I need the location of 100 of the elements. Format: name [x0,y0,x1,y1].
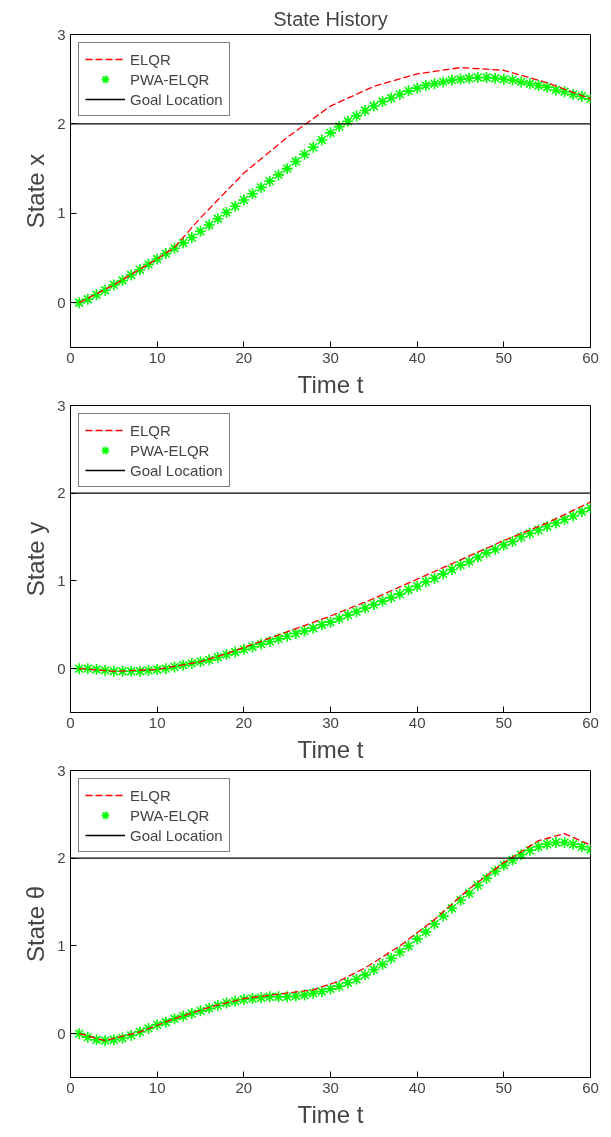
point [150,663,164,676]
point [315,133,329,147]
point [202,1001,216,1015]
point [289,155,303,168]
legend-label: Goal Location [130,461,223,479]
point [272,990,285,1004]
x-tick-label: 30 [322,348,339,366]
point [185,1007,199,1020]
point [81,662,95,675]
point [133,263,147,276]
point [428,77,441,90]
point [280,629,294,643]
point [168,1012,181,1026]
y-tick-label: 2 [57,849,66,867]
point [497,538,511,552]
point [532,840,545,854]
x-tick-label: 50 [495,348,513,366]
x-axis-title: Time t [297,735,364,763]
point [523,527,537,540]
point [506,73,519,87]
legend-label: Goal Location [130,826,223,844]
point [488,72,502,85]
point [497,858,511,872]
point [523,844,537,857]
point [419,79,433,92]
point [393,945,407,959]
point [575,840,589,854]
point [280,990,294,1004]
point [532,523,545,537]
point [237,643,251,656]
x-tick-label: 40 [408,348,426,366]
point [462,555,476,568]
point [289,989,303,1003]
point [540,520,554,533]
point [98,283,112,297]
point [436,567,450,581]
point [263,635,277,648]
point [254,637,268,651]
point [133,664,147,678]
point [575,505,589,518]
point [445,73,459,87]
point [462,887,476,900]
x-tick-label: 50 [495,1078,513,1096]
point [315,618,329,632]
point [72,296,86,310]
point [211,999,225,1012]
point [549,83,563,97]
point [384,591,398,604]
point [332,612,346,625]
point [367,598,381,611]
point [376,95,389,108]
legend-label: ELQR [130,50,171,68]
point [176,1009,190,1023]
point [540,837,554,851]
point [72,1027,86,1040]
x-tick-label: 10 [148,348,166,366]
x-tick-label: 30 [322,1078,339,1096]
point [410,932,424,946]
point [116,1031,129,1045]
point [298,988,311,1002]
x-tick-label: 20 [235,713,253,731]
point [306,140,320,154]
point [454,894,467,907]
x-tick-label: 40 [408,713,426,731]
point [376,594,389,608]
point [124,1029,138,1042]
point [358,601,372,615]
point [194,655,207,668]
legend-label: ELQR [130,786,171,804]
point [237,993,251,1006]
line-series [78,66,592,304]
point [159,1015,173,1029]
point [176,236,190,250]
point [367,99,381,113]
point [462,72,476,85]
point [558,85,571,99]
y-tick-label: 3 [57,396,66,414]
point [341,976,355,990]
x-tick-label: 60 [582,1078,599,1096]
point [436,909,450,923]
x-tick-label: 50 [495,713,513,731]
point [237,193,251,207]
point [124,664,138,678]
point [410,81,424,95]
point [324,982,337,996]
point [402,84,415,98]
point [497,72,511,86]
point [298,148,311,161]
point [150,1018,164,1032]
x-tick-label: 10 [148,713,166,731]
point [228,199,242,213]
point [142,1022,155,1035]
point [419,925,433,939]
legend-label: PWA-ELQR [130,70,210,88]
x-tick-label: 40 [408,1078,426,1096]
point [81,1030,95,1044]
x-tick-label: 60 [582,348,599,366]
point [402,583,415,596]
point [272,168,285,182]
x-tick-label: 20 [235,1078,253,1096]
